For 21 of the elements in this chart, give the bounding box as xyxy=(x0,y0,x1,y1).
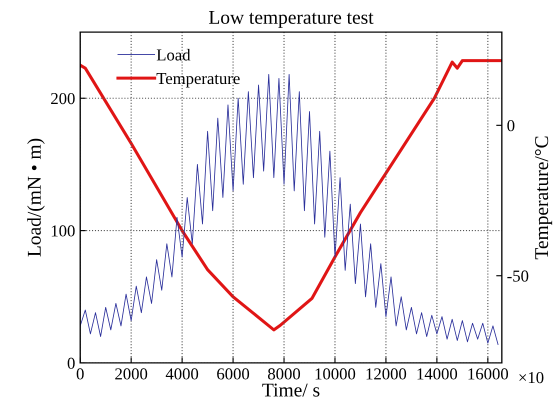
legend-label: Temperature xyxy=(156,73,240,88)
x-axis-title: Time/ s xyxy=(262,384,320,397)
y2-tick-label: -50 xyxy=(507,270,528,282)
x-tick-label: 16000 xyxy=(468,368,508,380)
x-tick-label: 14000 xyxy=(418,368,458,380)
x-tick-label: 2000 xyxy=(115,368,148,380)
x-tick-label: 0 xyxy=(76,368,84,380)
y2-axis-title: Temperature/°C xyxy=(535,136,552,260)
y2-tick-label: 0 xyxy=(507,120,514,132)
x-tick-label: 10000 xyxy=(316,368,356,380)
text: ×10 xyxy=(519,372,544,384)
legend-label: Load xyxy=(156,48,190,61)
y-tick-label: 100 xyxy=(52,225,75,237)
x-tick-label: 12000 xyxy=(366,368,406,380)
y-tick-label: 0 xyxy=(68,358,75,369)
y-axis-title: Load/(mN • m) xyxy=(27,138,45,257)
x-tick-label: 4000 xyxy=(166,368,198,380)
chart-title: Low temperature test xyxy=(208,11,374,28)
x-tick-label: 6000 xyxy=(217,368,250,380)
x-tick-label: 8000 xyxy=(268,368,300,380)
y-tick-label: 200 xyxy=(51,92,75,104)
